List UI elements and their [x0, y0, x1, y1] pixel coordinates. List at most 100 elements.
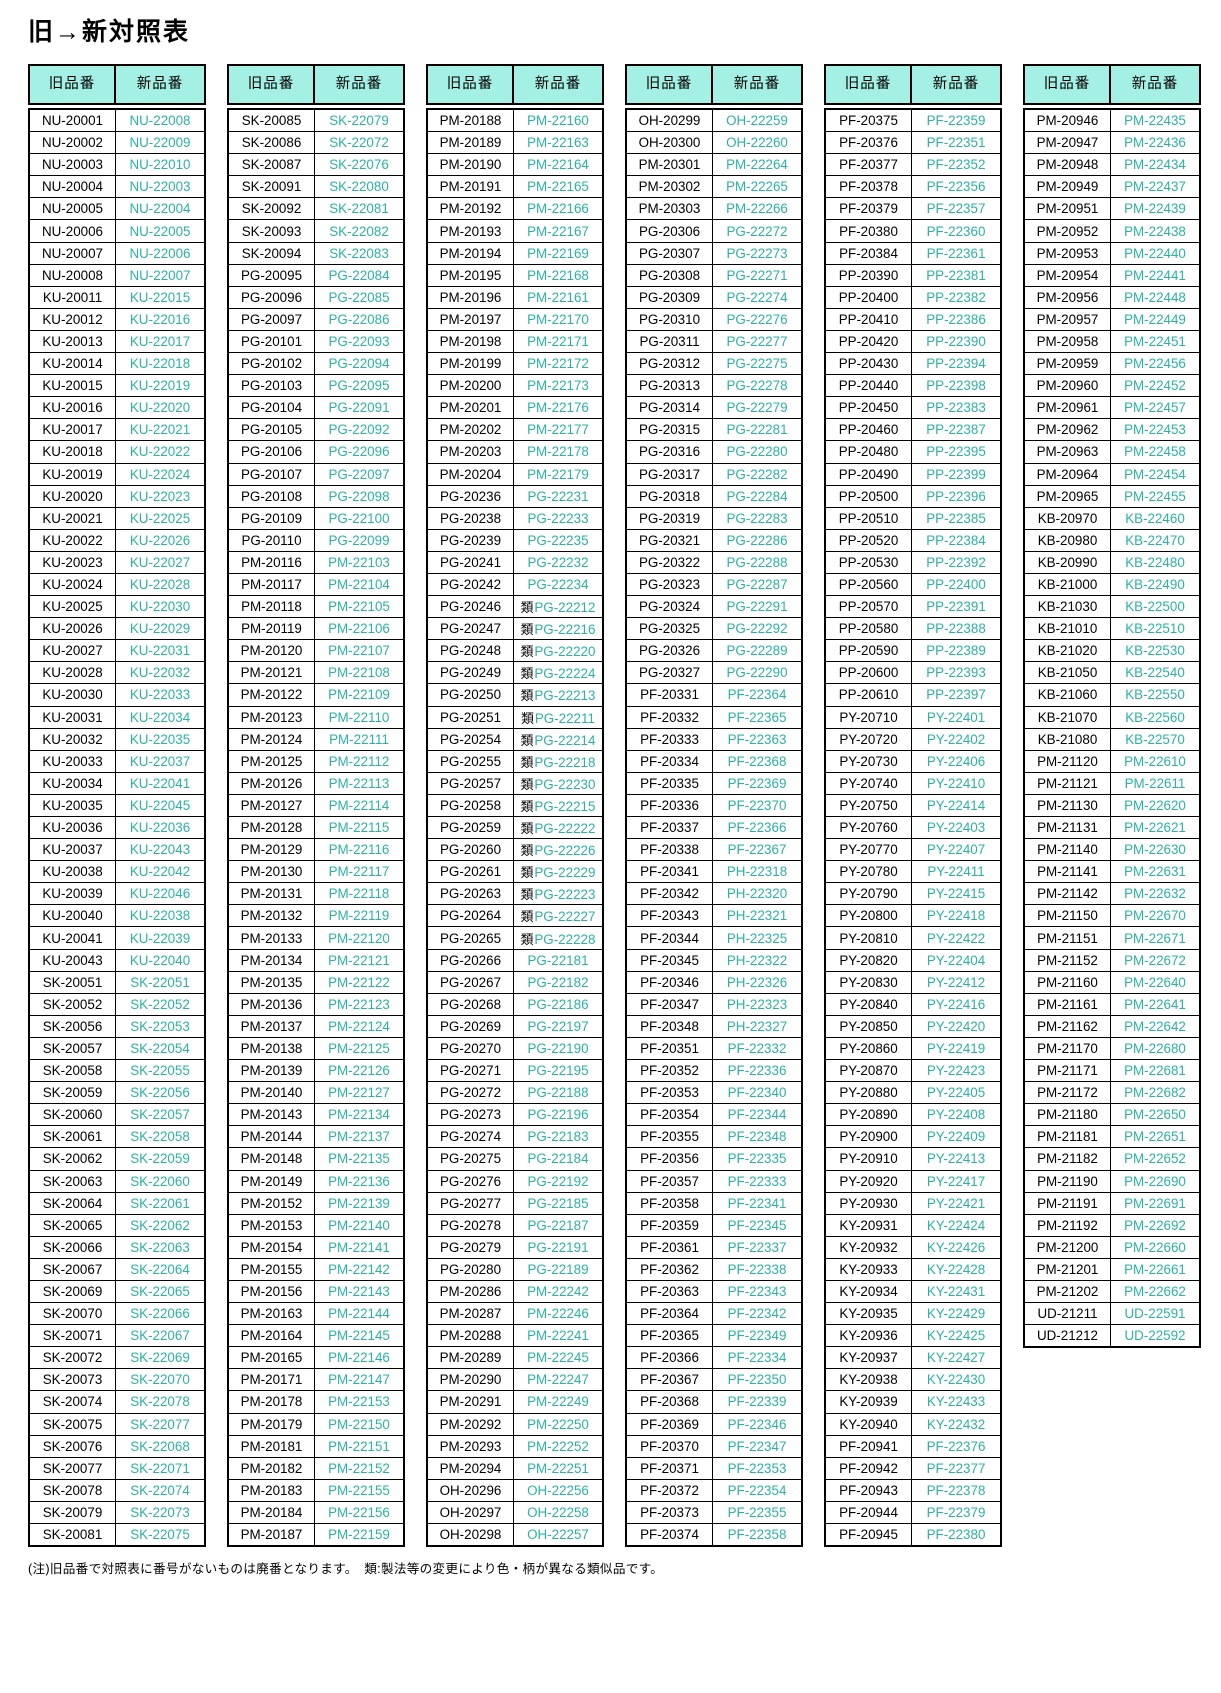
table-row: PM-20120 PM-22107 [227, 639, 405, 663]
new-part-number-text: PM-22161 [527, 289, 589, 305]
old-part-number: PM-20961 [1023, 396, 1111, 420]
old-part-number: PM-20947 [1023, 131, 1111, 155]
table-row: KU-20036 KU-22036 [28, 815, 206, 840]
old-col-header: 旧品番 [627, 66, 713, 103]
new-part-number-text: PP-22388 [926, 621, 986, 637]
new-part-number-text: PY-22406 [926, 753, 986, 769]
table-row: PM-20131 PM-22118 [227, 882, 405, 906]
new-part-number-text: NU-22003 [129, 179, 191, 195]
new-part-number-text: PM-22171 [527, 333, 589, 349]
new-part-number-text: PG-22282 [726, 466, 788, 482]
table-row: PG-20274 PG-22183 [426, 1125, 604, 1149]
new-part-number: PM-22127 [314, 1081, 405, 1105]
new-part-number-text: PG-22214 [534, 732, 596, 748]
new-part-number-text: PM-22107 [328, 643, 390, 659]
new-part-number-text: PY-22404 [926, 952, 986, 968]
old-part-number: PG-20103 [227, 374, 315, 398]
new-part-number-text: PG-22190 [527, 1040, 589, 1056]
new-part-number-text: PY-22401 [926, 709, 986, 725]
old-part-number: PM-21192 [1023, 1213, 1111, 1237]
table-group: 旧品番 新品番 PF-20375 PF-22359 PF-20376 PF-22351 PF… [824, 64, 1002, 1548]
new-part-number-text: KU-22018 [129, 356, 191, 372]
new-part-number: SK-22063 [115, 1235, 206, 1259]
table-row: KY-20938 KY-22430 [824, 1368, 1002, 1392]
old-part-number: PG-20265 [426, 926, 514, 950]
new-part-number: KU-22042 [115, 860, 206, 884]
old-part-number: PY-20870 [824, 1059, 912, 1083]
table-row: PF-20369 PF-22346 [625, 1412, 803, 1436]
new-part-number: PP-22390 [911, 329, 1002, 354]
old-part-number: KB-20990 [1023, 550, 1111, 574]
table-row: KU-20043 KU-22040 [28, 948, 206, 972]
old-part-number: PG-20261 [426, 860, 514, 884]
old-part-number: PM-20132 [227, 904, 315, 928]
new-part-number: SK-22065 [115, 1279, 206, 1304]
old-part-number: PM-20139 [227, 1059, 315, 1083]
new-part-number-text: KU-22035 [129, 731, 191, 747]
table-row: PM-20202 PM-22177 [426, 418, 604, 442]
table-row: PF-20357 PF-22333 [625, 1169, 803, 1193]
new-part-number-text: PM-22457 [1124, 400, 1186, 416]
old-part-number: KY-20936 [824, 1324, 912, 1348]
old-part-number: KU-20020 [28, 484, 116, 508]
old-part-number: PP-20580 [824, 617, 912, 641]
old-part-number: SK-20094 [227, 241, 315, 265]
new-part-number-text: KU-22033 [129, 687, 191, 703]
new-part-number-text: KU-22032 [129, 665, 191, 681]
table-row: KY-20933 KY-22428 [824, 1257, 1002, 1281]
new-part-number-text: PG-22292 [726, 621, 788, 637]
new-part-number: PM-22660 [1110, 1235, 1201, 1259]
table-row: SK-20067 SK-22064 [28, 1257, 206, 1281]
new-part-number-text: PM-22159 [328, 1527, 390, 1543]
table-row: PM-20195 PM-22168 [426, 263, 604, 287]
table-row: PM-20960 PM-22452 [1023, 374, 1201, 398]
similar-mark: 類 [520, 821, 534, 837]
table-row: PM-20137 PM-22124 [227, 1014, 405, 1038]
table-row: PG-20319 PG-22283 [625, 506, 803, 530]
old-part-number: SK-20067 [28, 1257, 116, 1281]
table-row: KU-20011 KU-22015 [28, 285, 206, 309]
old-part-number: PM-20204 [426, 462, 514, 486]
old-part-number: SK-20062 [28, 1147, 116, 1171]
new-part-number-text: KU-22038 [129, 908, 191, 924]
table-row: PM-20118 PM-22105 [227, 595, 405, 619]
new-part-number: PF-22358 [712, 1523, 803, 1547]
table-row: NU-20003 NU-22010 [28, 153, 206, 177]
new-part-number-text: PG-22278 [726, 378, 788, 394]
new-part-number: KU-22016 [115, 307, 206, 331]
old-part-number: PG-20317 [625, 462, 713, 486]
new-part-number: SK-22071 [115, 1456, 206, 1480]
new-part-number: PM-22166 [513, 197, 604, 221]
new-part-number-text: PG-22235 [527, 532, 589, 548]
new-part-number-text: PY-22416 [926, 996, 986, 1012]
old-part-number: PF-20373 [625, 1500, 713, 1525]
table-row: PF-20335 PF-22369 [625, 771, 803, 795]
old-part-number: NU-20007 [28, 241, 116, 265]
new-part-number: PM-22251 [513, 1456, 604, 1480]
new-part-number-text: PP-22381 [926, 267, 986, 283]
old-part-number: PF-20371 [625, 1456, 713, 1480]
table-row: SK-20070 SK-22066 [28, 1302, 206, 1326]
new-part-number-text: PF-22364 [727, 687, 787, 703]
new-part-number-text: PM-22140 [328, 1217, 390, 1233]
similar-mark: 類 [520, 732, 534, 748]
old-part-number: SK-20077 [28, 1456, 116, 1480]
new-part-number-text: PM-22146 [328, 1350, 390, 1366]
new-part-number: PY-22423 [911, 1059, 1002, 1083]
old-part-number: KY-20938 [824, 1368, 912, 1392]
new-part-number-text: PM-22681 [1124, 1063, 1186, 1079]
old-part-number: OH-20300 [625, 131, 713, 155]
new-part-number-text: SK-22068 [130, 1438, 190, 1454]
old-part-number: PM-21190 [1023, 1169, 1111, 1193]
new-part-number-text: PG-22187 [527, 1217, 589, 1233]
new-part-number: PM-22620 [1110, 793, 1201, 818]
table-row: PM-20199 PM-22172 [426, 352, 604, 376]
old-part-number: PG-20263 [426, 882, 514, 906]
new-part-number: PM-22136 [314, 1169, 405, 1193]
new-part-number: PP-22399 [911, 462, 1002, 486]
table-row: PM-21171 PM-22681 [1023, 1059, 1201, 1083]
table-row: OH-20298 OH-22257 [426, 1523, 604, 1547]
new-part-number-text: PM-22458 [1124, 444, 1186, 460]
old-part-number: PF-20374 [625, 1523, 713, 1547]
new-part-number: PP-22387 [911, 418, 1002, 442]
